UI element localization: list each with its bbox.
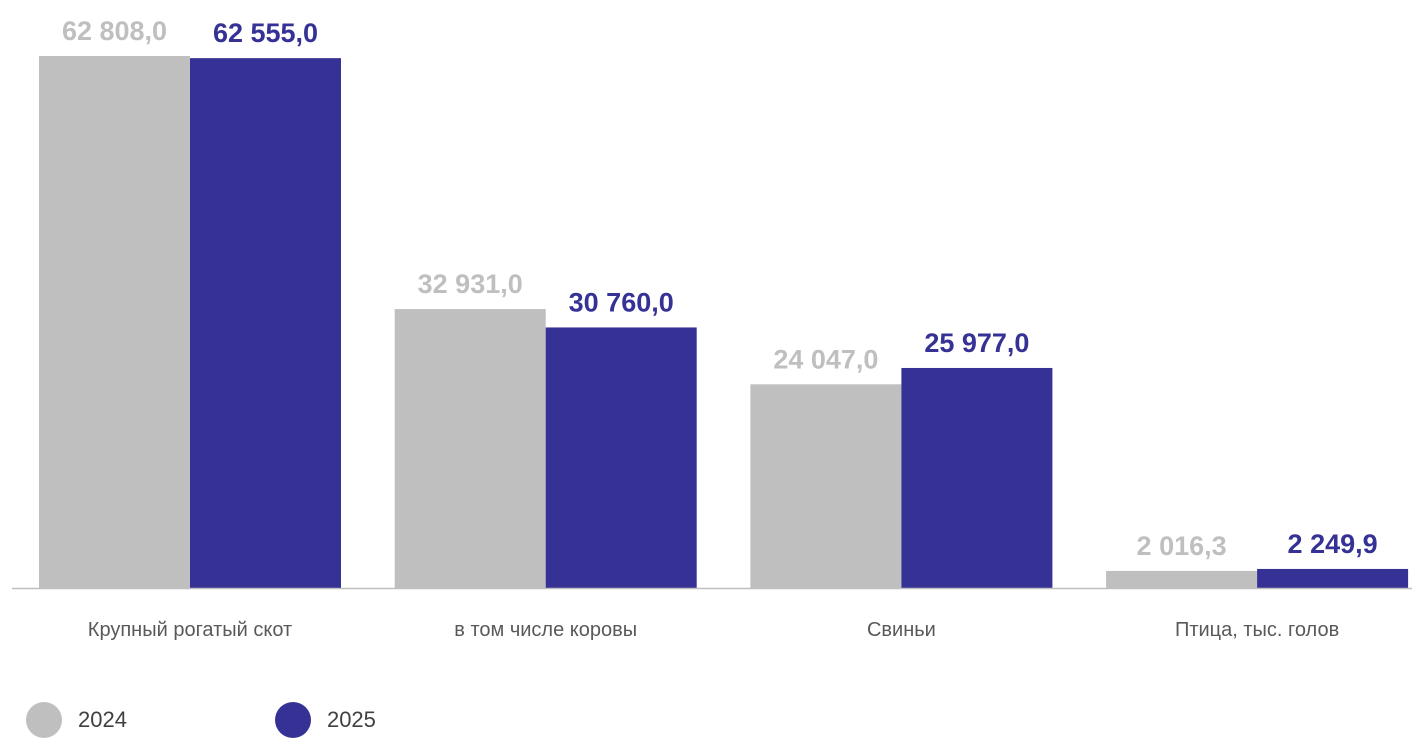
bar-2024-1 (394, 309, 546, 588)
legend-item-2025: 2025 (274, 702, 376, 738)
legend-label-2025: 2025 (326, 707, 376, 732)
value-labels-group: 62 808,0 62 555,0 32 931,0 30 760,0 24 047,0… (62, 16, 1378, 561)
value-label-2024-3: 2 016,3 (1137, 531, 1227, 561)
legend-item-2024: 2024 (26, 702, 127, 738)
value-label-2024-1: 32 931,0 (418, 269, 523, 299)
bar-2025-0 (190, 58, 341, 589)
bar-2025-3 (1257, 568, 1409, 588)
value-label-2025-2: 25 977,0 (924, 328, 1029, 358)
category-labels-group: Крупный рогатый скот в том числе коровы Св… (88, 619, 1339, 641)
category-label-3: Птица, тыс. голов (1175, 619, 1339, 641)
legend-swatch-2024 (26, 702, 62, 738)
category-label-2: Свиньи (867, 619, 936, 641)
category-label-1: в том числе коровы (454, 619, 637, 641)
value-label-2025-0: 62 555,0 (213, 18, 318, 48)
bar-2024-0 (39, 56, 190, 588)
bars-group (39, 56, 1409, 589)
value-label-2025-3: 2 249,9 (1288, 529, 1378, 559)
value-label-2024-0: 62 808,0 (62, 16, 167, 46)
legend-swatch-2025 (274, 702, 311, 738)
category-label-0: Крупный рогатый скот (88, 619, 292, 641)
legend: 2024 2025 (26, 702, 524, 738)
bar-2025-1 (545, 327, 697, 588)
value-label-2025-1: 30 760,0 (569, 287, 674, 317)
bar-2025-2 (901, 367, 1053, 588)
value-label-2024-2: 24 047,0 (773, 344, 878, 374)
bar-2024-3 (1106, 570, 1258, 588)
legend-label-2024: 2024 (78, 707, 127, 732)
bar-2024-2 (750, 384, 902, 588)
